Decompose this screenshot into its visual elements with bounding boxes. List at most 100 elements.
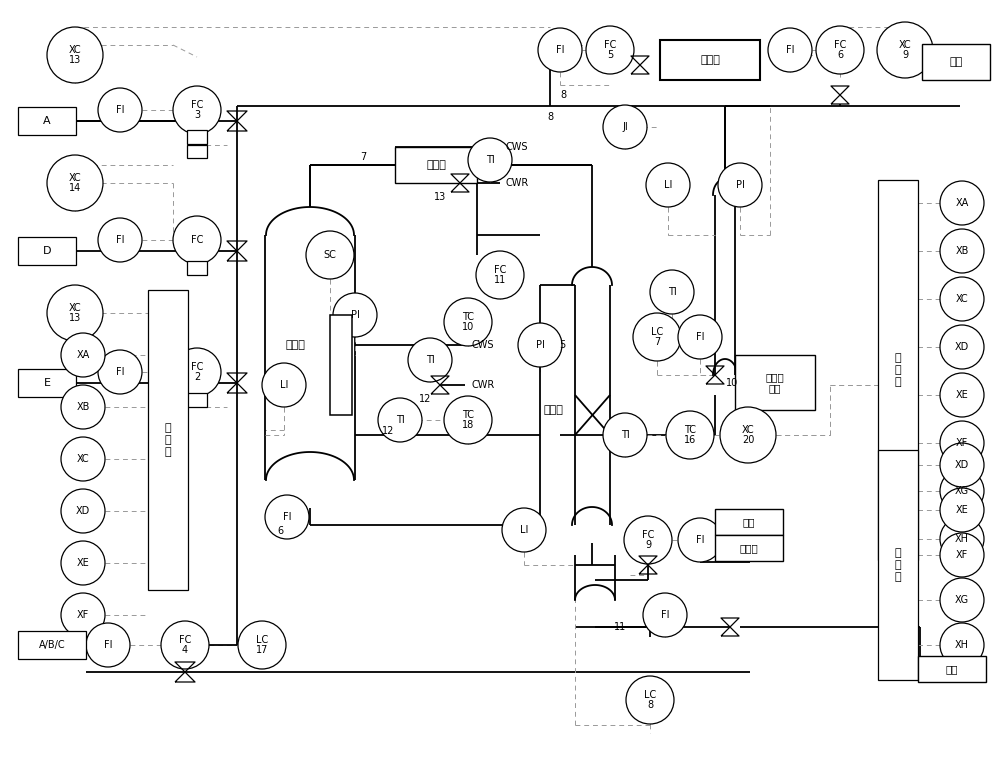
Text: PI: PI — [736, 180, 744, 190]
Text: FI: FI — [661, 610, 669, 620]
Text: XC
20: XC 20 — [742, 425, 754, 446]
Circle shape — [61, 541, 105, 585]
Text: TI: TI — [668, 287, 676, 297]
Text: 8: 8 — [547, 112, 553, 122]
Text: FC
2: FC 2 — [191, 362, 203, 382]
Circle shape — [603, 105, 647, 149]
Text: FI: FI — [116, 367, 124, 377]
Text: XC
14: XC 14 — [69, 173, 81, 194]
Text: FI: FI — [104, 640, 112, 650]
Circle shape — [502, 508, 546, 552]
Circle shape — [518, 323, 562, 367]
Text: XA: XA — [76, 350, 90, 360]
Circle shape — [538, 28, 582, 72]
Circle shape — [624, 516, 672, 564]
Circle shape — [940, 517, 984, 561]
Text: LI: LI — [280, 380, 288, 390]
Circle shape — [768, 28, 812, 72]
Text: XE: XE — [956, 390, 968, 400]
Text: FI: FI — [116, 235, 124, 245]
Text: XC
13: XC 13 — [69, 45, 81, 65]
Circle shape — [718, 163, 762, 207]
Text: CWR: CWR — [506, 178, 529, 188]
Circle shape — [333, 293, 377, 337]
Text: 汽液分
离器: 汽液分 离器 — [766, 372, 784, 393]
Text: 分
析
器: 分 析 器 — [895, 353, 901, 388]
Text: 12: 12 — [419, 394, 431, 404]
Text: FC
6: FC 6 — [834, 40, 846, 60]
Circle shape — [603, 413, 647, 457]
Text: FI: FI — [556, 45, 564, 55]
Circle shape — [940, 229, 984, 273]
Circle shape — [173, 348, 221, 396]
Text: XD: XD — [955, 342, 969, 352]
Circle shape — [444, 396, 492, 444]
Circle shape — [61, 437, 105, 481]
Text: XE: XE — [77, 558, 89, 568]
Text: JI: JI — [622, 122, 628, 132]
Text: FC
3: FC 3 — [191, 100, 203, 120]
Circle shape — [626, 676, 674, 724]
Text: XF: XF — [956, 438, 968, 448]
Circle shape — [408, 338, 452, 382]
Text: TC
16: TC 16 — [684, 425, 696, 446]
Text: TI: TI — [396, 415, 404, 425]
Circle shape — [86, 623, 130, 667]
Circle shape — [173, 216, 221, 264]
Text: XF: XF — [956, 550, 968, 560]
Text: XB: XB — [955, 246, 969, 256]
Circle shape — [476, 251, 524, 299]
Text: D: D — [43, 246, 51, 256]
Text: 分
析
器: 分 析 器 — [895, 548, 901, 582]
Circle shape — [643, 593, 687, 637]
Text: XD: XD — [955, 460, 969, 470]
Text: FI: FI — [283, 512, 291, 522]
Circle shape — [61, 489, 105, 533]
Text: XC: XC — [956, 294, 968, 304]
Circle shape — [646, 163, 690, 207]
Bar — [187, 393, 207, 407]
Circle shape — [61, 385, 105, 429]
Bar — [187, 261, 207, 275]
Circle shape — [378, 398, 422, 442]
Text: XC
9: XC 9 — [899, 40, 911, 60]
Text: 10: 10 — [726, 378, 738, 388]
Text: 分
析
器: 分 析 器 — [165, 422, 171, 457]
Text: XF: XF — [77, 610, 89, 620]
Circle shape — [161, 621, 209, 669]
Text: 12: 12 — [382, 426, 394, 436]
Circle shape — [262, 363, 306, 407]
Text: 13: 13 — [434, 192, 446, 202]
Text: CWR: CWR — [472, 380, 495, 390]
Text: CWS: CWS — [472, 340, 494, 350]
Circle shape — [47, 27, 103, 83]
Text: LC
8: LC 8 — [644, 690, 656, 711]
Bar — [878, 450, 918, 680]
Text: LI: LI — [520, 525, 528, 535]
Text: PI: PI — [536, 340, 544, 350]
Circle shape — [678, 518, 722, 562]
Text: TI: TI — [486, 155, 494, 165]
Bar — [148, 290, 188, 590]
Bar — [660, 40, 760, 80]
Bar — [18, 631, 86, 659]
Text: FC
5: FC 5 — [604, 40, 616, 60]
Text: FI: FI — [116, 105, 124, 115]
Bar — [735, 355, 815, 410]
Text: 7: 7 — [360, 152, 366, 162]
Text: LI: LI — [664, 180, 672, 190]
Circle shape — [444, 298, 492, 346]
Text: A/B/C: A/B/C — [39, 640, 65, 650]
Bar — [18, 107, 76, 135]
Circle shape — [650, 270, 694, 314]
Text: FI: FI — [696, 535, 704, 545]
Text: E: E — [44, 378, 50, 388]
Circle shape — [666, 411, 714, 459]
Text: LC
17: LC 17 — [256, 635, 268, 656]
Circle shape — [678, 315, 722, 359]
Circle shape — [98, 350, 142, 394]
Circle shape — [98, 88, 142, 132]
Circle shape — [720, 407, 776, 463]
Text: XH: XH — [955, 640, 969, 650]
Bar — [918, 656, 986, 682]
